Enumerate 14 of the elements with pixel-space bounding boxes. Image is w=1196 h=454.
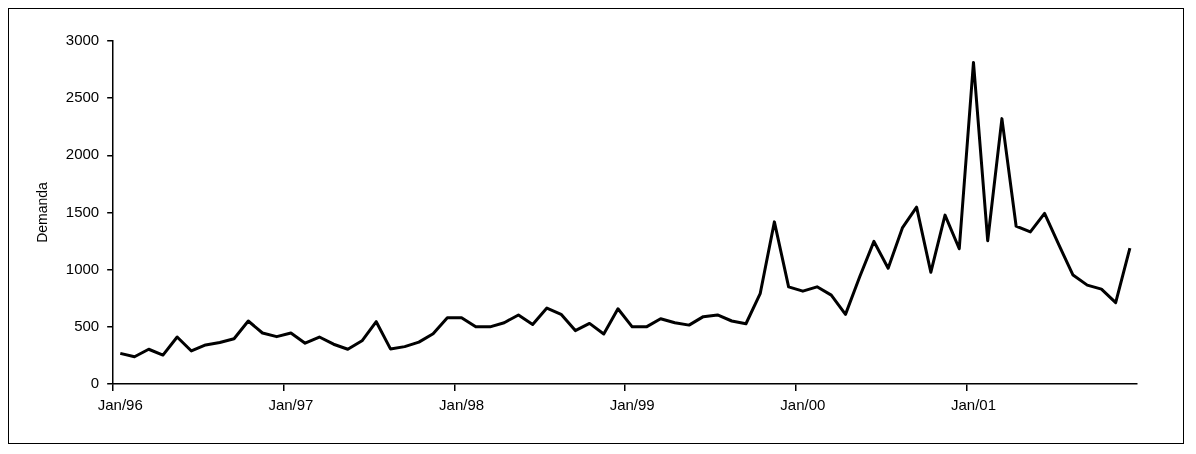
y-tick-label: 1000 bbox=[65, 259, 100, 277]
y-axis-title: Demanda bbox=[34, 181, 51, 243]
y-tick-label: 2500 bbox=[65, 88, 100, 106]
x-tick-label: Jan/96 bbox=[97, 396, 143, 414]
x-tick-label: Jan/01 bbox=[950, 396, 996, 414]
x-tick-label: Jan/00 bbox=[780, 396, 826, 414]
y-tick-label: 0 bbox=[90, 374, 100, 392]
x-tick-label: Jan/98 bbox=[439, 396, 485, 414]
x-tick-label: Jan/99 bbox=[609, 396, 655, 414]
y-tick-label: 1500 bbox=[65, 202, 100, 220]
y-tick-label: 500 bbox=[74, 316, 100, 334]
y-tick-label: 2000 bbox=[65, 145, 100, 163]
x-tick-label: Jan/97 bbox=[268, 396, 314, 414]
y-tick-label: 3000 bbox=[65, 31, 100, 49]
